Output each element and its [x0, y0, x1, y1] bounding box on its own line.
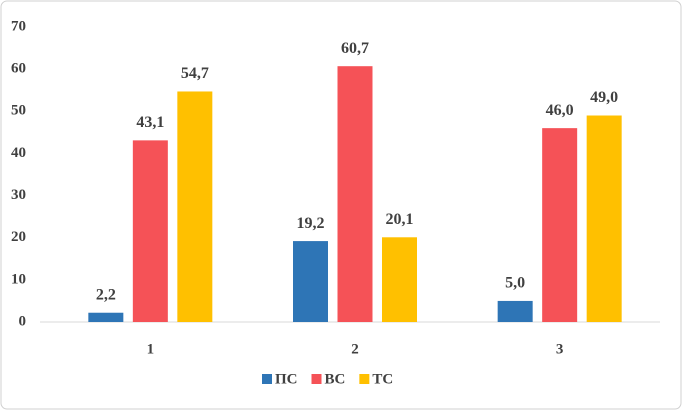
- bar: [497, 300, 533, 322]
- y-tick-label: 40: [11, 145, 26, 161]
- value-label: 43,1: [136, 114, 164, 131]
- value-label: 5,0: [505, 275, 525, 292]
- bar: [337, 66, 373, 322]
- legend-label: ТС: [372, 371, 393, 387]
- y-tick-label: 0: [19, 313, 27, 329]
- legend-label: ВС: [325, 371, 346, 387]
- bar: [586, 115, 622, 322]
- y-tick-label: 70: [11, 18, 26, 34]
- bar: [542, 128, 578, 322]
- value-label: 2,2: [96, 286, 116, 303]
- x-tick-label: 1: [147, 341, 155, 357]
- legend-marker: [262, 374, 272, 384]
- value-label: 20,1: [386, 211, 414, 228]
- bar: [88, 312, 124, 322]
- y-tick-label: 10: [11, 271, 26, 287]
- value-label: 46,0: [546, 102, 574, 119]
- y-tick-label: 60: [11, 61, 26, 77]
- value-label: 60,7: [341, 40, 369, 57]
- bar: [132, 140, 168, 322]
- value-label: 49,0: [590, 89, 618, 106]
- legend-label: ПС: [275, 371, 298, 387]
- x-tick-label: 2: [351, 341, 359, 357]
- value-label: 54,7: [181, 65, 209, 82]
- value-label: 19,2: [297, 215, 325, 232]
- legend-marker: [359, 374, 370, 384]
- x-tick-label: 3: [556, 341, 564, 357]
- y-tick-label: 50: [11, 103, 26, 119]
- bar: [293, 241, 328, 322]
- y-tick-label: 20: [11, 229, 26, 245]
- y-tick-label: 30: [11, 187, 26, 203]
- legend-marker: [311, 374, 322, 384]
- bar: [177, 91, 213, 322]
- bar: [382, 237, 417, 322]
